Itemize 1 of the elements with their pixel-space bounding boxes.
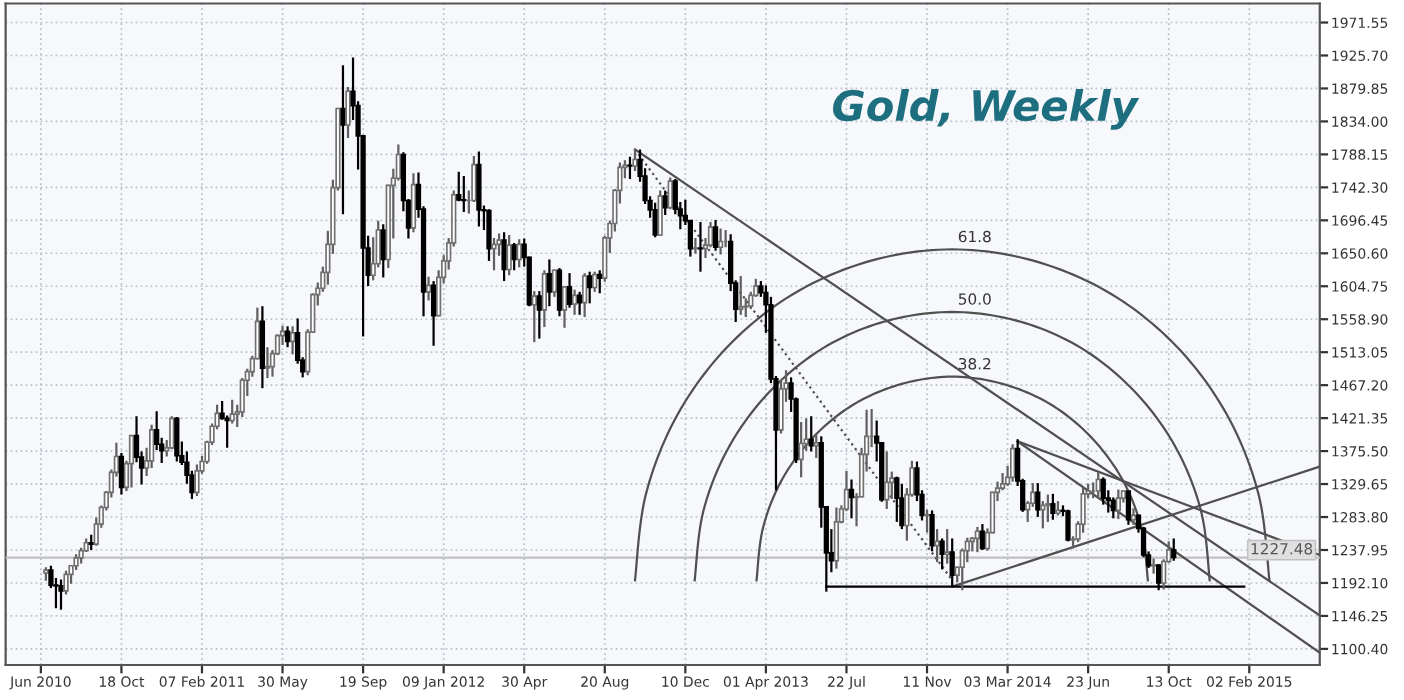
text: Gold, Weekly bbox=[833, 89, 1140, 130]
